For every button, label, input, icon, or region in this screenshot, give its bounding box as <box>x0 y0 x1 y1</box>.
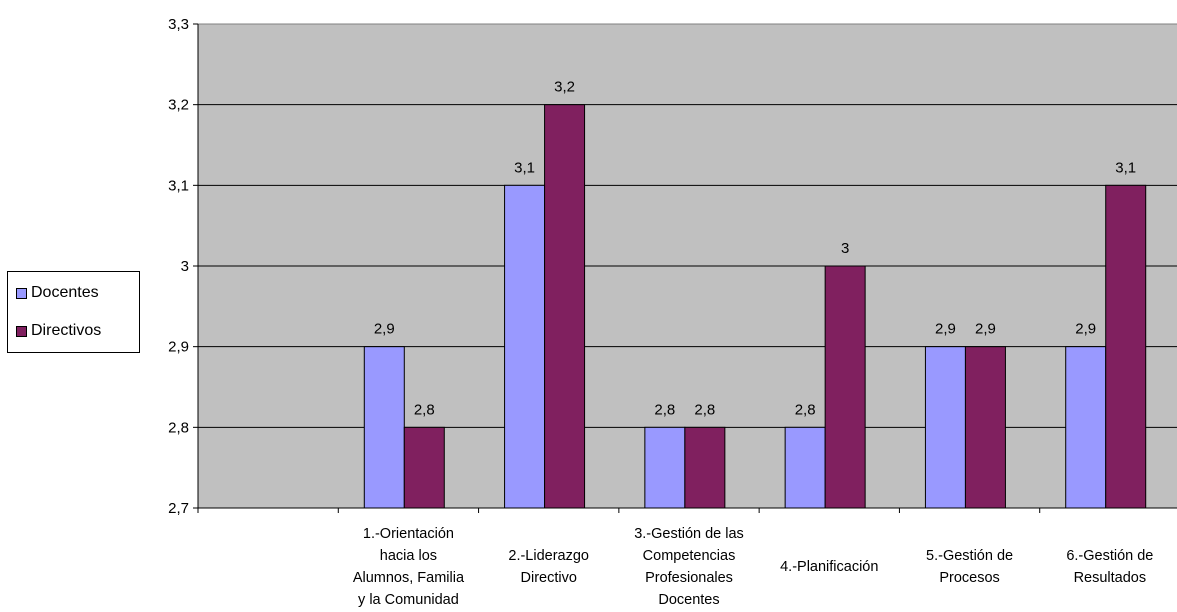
bar-directivos-6 <box>1105 184 1147 509</box>
legend: Docentes Directivos <box>7 271 140 353</box>
x-category-label-line: Directivo <box>520 570 577 586</box>
legend-swatch-docentes <box>16 287 27 299</box>
x-category-label-line: Procesos <box>939 570 1000 586</box>
data-label-directivos-2: 3,2 <box>554 79 575 96</box>
y-tick-label: 2,9 <box>168 339 189 356</box>
y-tick-label: 3,3 <box>168 16 189 33</box>
y-tick-label: 3 <box>181 258 189 275</box>
legend-swatch-directivos <box>16 325 27 337</box>
data-label-docentes-2: 3,1 <box>514 159 535 176</box>
legend-item-docentes: Docentes <box>16 282 99 304</box>
legend-item-directivos: Directivos <box>16 320 101 342</box>
x-category-label-1: 1.-Orientación hacia los Alumnos, Familia y… <box>343 523 473 611</box>
x-category-label-line: 3.-Gestión de las <box>634 526 744 542</box>
data-label-directivos-1: 2,8 <box>414 401 435 418</box>
bar-directivos-3 <box>684 426 726 509</box>
x-category-label-5: 5.-Gestión de Procesos <box>905 545 1035 589</box>
y-axis: 2,7 2,8 2,9 3 3,1 3,2 3,3 <box>168 16 1177 517</box>
data-labels: 2,9 3,1 2,8 2,8 2,9 2,9 2,8 3,2 2,8 3 2,9 3,1 <box>374 79 1136 419</box>
data-label-directivos-6: 3,1 <box>1115 159 1136 176</box>
y-tick-label: 3,1 <box>168 177 189 194</box>
x-category-label-line: 4.-Planificación <box>780 559 879 575</box>
x-category-label-line: 1.-Orientación <box>362 526 454 542</box>
x-category-label-line: 2.-Liderazgo <box>508 548 589 564</box>
bars <box>363 104 1147 509</box>
x-category-label-6: 6.-Gestión de Resultados <box>1045 545 1175 589</box>
x-category-label-line: 6.-Gestión de <box>1066 548 1154 564</box>
bar-directivos-1 <box>403 426 445 509</box>
x-category-label-4: 4.-Planificación <box>764 556 894 578</box>
y-tick-label: 2,7 <box>168 500 189 517</box>
bar-docentes-6 <box>1065 346 1107 509</box>
data-label-docentes-4: 2,8 <box>795 401 816 418</box>
y-tick-label: 3,2 <box>168 97 189 114</box>
data-label-docentes-6: 2,9 <box>1075 321 1096 338</box>
data-label-docentes-3: 2,8 <box>654 401 675 418</box>
bar-directivos-2 <box>544 104 586 509</box>
legend-label-docentes: Docentes <box>31 284 99 301</box>
data-label-docentes-5: 2,9 <box>935 321 956 338</box>
x-category-label-line: Docentes <box>658 592 720 608</box>
x-category-label-line: Competencias <box>642 548 736 564</box>
bar-docentes-1 <box>363 346 405 509</box>
x-category-label-line: Profesionales <box>645 570 733 586</box>
x-category-label-line: 5.-Gestión de <box>926 548 1014 564</box>
bar-docentes-3 <box>644 426 686 509</box>
bar-docentes-5 <box>924 346 966 509</box>
bar-directivos-4 <box>824 265 866 509</box>
x-category-label-line: Alumnos, Familia <box>352 570 465 586</box>
x-category-label-line: y la Comunidad <box>358 592 459 608</box>
x-category-label-line: Resultados <box>1073 570 1147 586</box>
x-category-label-3: 3.-Gestión de las Competencias Profesional… <box>624 523 754 611</box>
y-tick-label: 2,8 <box>168 419 189 436</box>
x-category-label-2: 2.-Liderazgo Directivo <box>484 545 614 589</box>
data-label-directivos-4: 3 <box>841 240 849 257</box>
bar-directivos-5 <box>964 346 1006 509</box>
legend-label-directivos: Directivos <box>31 322 102 339</box>
data-label-directivos-3: 2,8 <box>694 401 715 418</box>
bar-docentes-4 <box>784 426 826 509</box>
x-category-label-line: hacia los <box>379 548 438 564</box>
data-label-directivos-5: 2,9 <box>975 321 996 338</box>
bar-docentes-2 <box>504 184 546 509</box>
data-label-docentes-1: 2,9 <box>374 321 395 338</box>
